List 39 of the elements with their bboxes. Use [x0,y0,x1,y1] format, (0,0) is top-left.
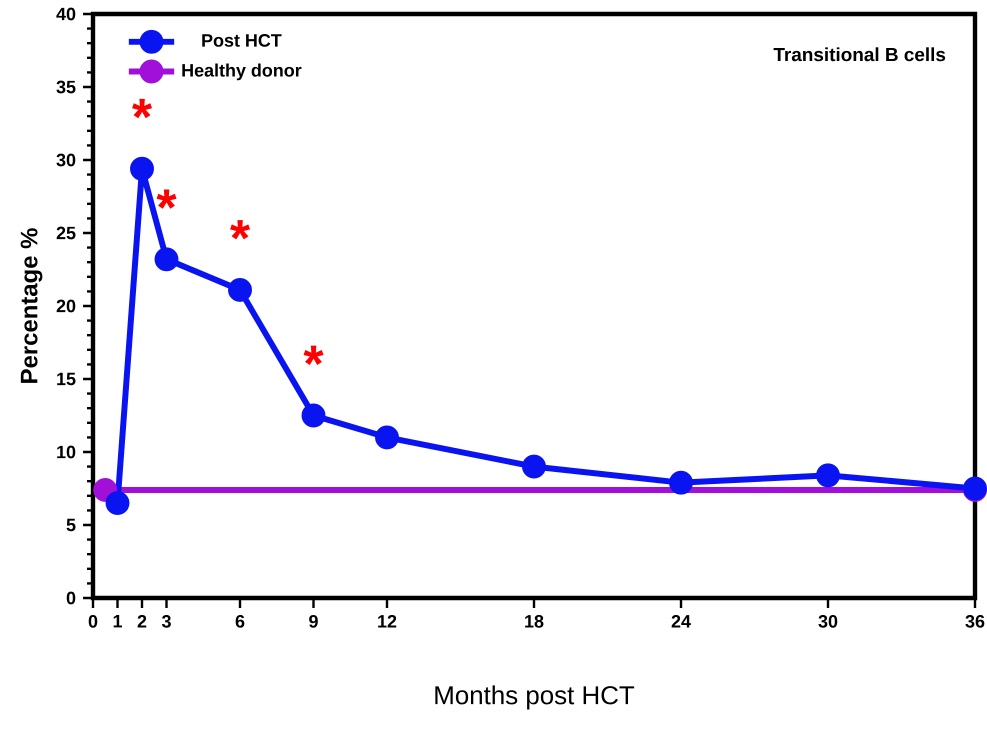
x-tick-label: 12 [378,614,396,628]
point [93,478,118,502]
point [522,454,546,479]
point [302,404,326,428]
legend-label: Post HCT [202,34,282,47]
x-tick-label: 24 [672,614,691,628]
legend-label: Healthy donor [182,64,302,80]
point [816,463,840,488]
annotation: * [304,346,324,365]
point [154,247,178,272]
x-tick-label: 2 [138,614,146,628]
y-tick-label: 5 [66,518,76,532]
y-tick-label: 35 [56,80,76,94]
y-tick-label: 30 [56,154,76,166]
x-tick-label: 9 [309,614,318,628]
y-tick-label: 10 [57,446,76,458]
x-tick-label: 36 [965,614,984,628]
y-tick-label: 25 [56,226,76,240]
x-tick-label: 6 [236,614,244,628]
x-tick-label: 30 [818,614,838,628]
x-tick-label: 1 [114,614,122,628]
x-tick-label: 18 [525,614,544,628]
y-tick-label: 40 [56,8,76,20]
x-tick-label: 0 [88,614,98,628]
point [106,491,130,516]
annotation: * [156,189,177,209]
x-axis-title: Months post HCT [435,685,634,710]
point [669,470,693,495]
y-tick-label: 0 [66,592,76,604]
point [130,156,154,181]
y-tick-label: 20 [56,300,76,312]
annotation: Transitional B cells [774,47,946,62]
annotation: * [132,98,152,118]
y-axis-title: Percentage % [20,228,42,383]
annotation: * [230,220,250,240]
point [375,425,399,450]
x-tick-label: 3 [162,614,171,628]
point [228,278,252,302]
y-tick-label: 15 [57,372,76,386]
